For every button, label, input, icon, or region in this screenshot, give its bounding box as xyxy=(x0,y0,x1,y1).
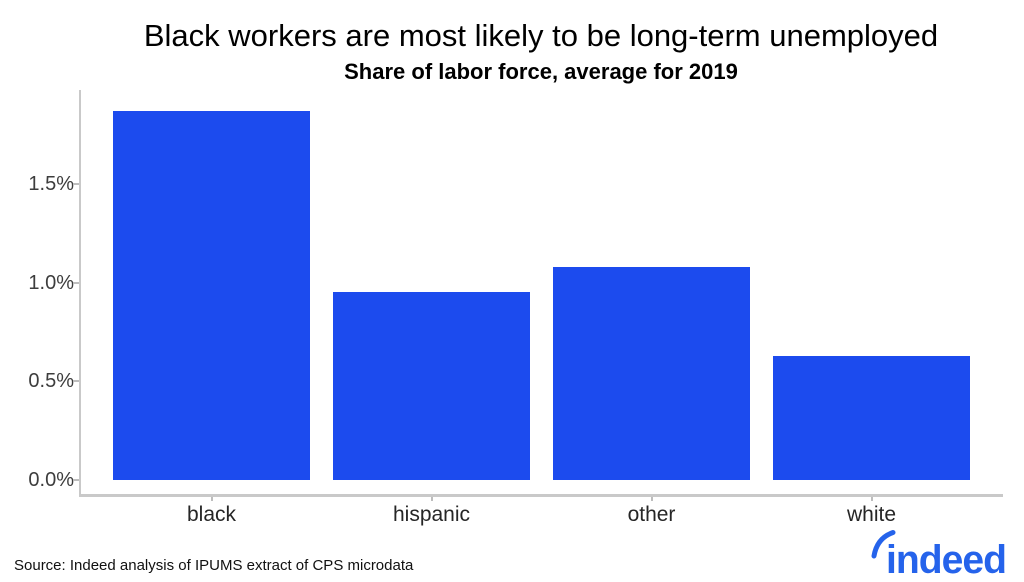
chart-title: Black workers are most likely to be long… xyxy=(143,18,939,53)
y-tick-mark xyxy=(73,479,79,481)
y-tick-label: 1.5% xyxy=(28,172,74,195)
y-tick-mark xyxy=(73,182,79,185)
chart-subtitle: Share of labor force, average for 2019 xyxy=(344,59,738,84)
x-tick-label-white: white xyxy=(846,503,897,526)
indeed-logo-wordmark: indeed xyxy=(886,538,1006,579)
y-tick-mark xyxy=(73,281,79,284)
x-tick-label-black: black xyxy=(186,503,237,526)
x-tick-mark xyxy=(650,497,653,501)
bar-black xyxy=(113,110,310,480)
x-tick-label-other: other xyxy=(627,503,676,526)
y-tick-label: 0.5% xyxy=(28,370,74,393)
x-axis-line xyxy=(79,494,1003,497)
bar-white xyxy=(773,355,970,480)
bar-hispanic xyxy=(333,292,530,480)
bar-other xyxy=(553,266,750,480)
y-tick-mark xyxy=(73,380,79,383)
y-tick-label: 1.0% xyxy=(28,271,74,294)
indeed-logo: indeed xyxy=(871,530,1007,579)
x-tick-mark xyxy=(210,497,213,501)
x-tick-label-hispanic: hispanic xyxy=(392,503,471,526)
indeed-logo-swoosh-icon xyxy=(871,530,896,559)
y-axis-line xyxy=(79,90,81,497)
x-tick-mark xyxy=(430,497,433,501)
y-tick-label: 0.0% xyxy=(28,469,74,491)
source-note: Source: Indeed analysis of IPUMS extract… xyxy=(14,557,414,574)
x-tick-mark xyxy=(870,497,873,501)
